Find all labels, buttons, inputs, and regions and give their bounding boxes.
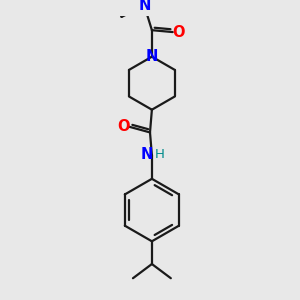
Text: N: N — [146, 49, 158, 64]
Text: N: N — [141, 147, 153, 162]
Text: H: H — [154, 148, 164, 161]
Text: N: N — [138, 0, 151, 13]
Text: O: O — [117, 119, 130, 134]
Text: O: O — [172, 25, 185, 40]
